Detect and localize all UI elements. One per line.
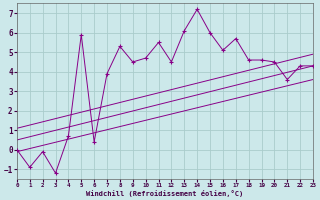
X-axis label: Windchill (Refroidissement éolien,°C): Windchill (Refroidissement éolien,°C): [86, 190, 244, 197]
